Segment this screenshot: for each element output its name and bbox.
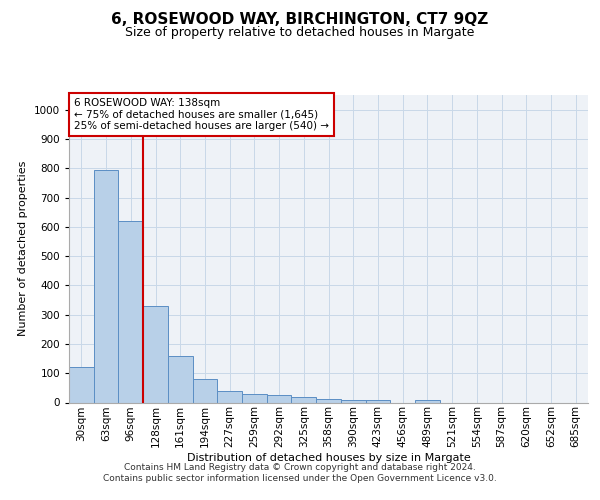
Text: 6, ROSEWOOD WAY, BIRCHINGTON, CT7 9QZ: 6, ROSEWOOD WAY, BIRCHINGTON, CT7 9QZ <box>112 12 488 28</box>
Text: Contains public sector information licensed under the Open Government Licence v3: Contains public sector information licen… <box>103 474 497 483</box>
Bar <box>69 367 94 402</box>
Bar <box>193 379 217 402</box>
Bar <box>94 170 118 402</box>
Text: 6 ROSEWOOD WAY: 138sqm
← 75% of detached houses are smaller (1,645)
25% of semi-: 6 ROSEWOOD WAY: 138sqm ← 75% of detached… <box>74 98 329 132</box>
Bar <box>118 221 143 402</box>
Bar <box>217 392 242 402</box>
Bar <box>415 400 440 402</box>
Text: Contains HM Land Registry data © Crown copyright and database right 2024.: Contains HM Land Registry data © Crown c… <box>124 462 476 471</box>
Bar <box>365 400 390 402</box>
Bar <box>316 399 341 402</box>
Bar <box>242 394 267 402</box>
Bar <box>168 356 193 403</box>
Bar <box>267 395 292 402</box>
Bar <box>143 306 168 402</box>
Bar <box>292 397 316 402</box>
Text: Size of property relative to detached houses in Margate: Size of property relative to detached ho… <box>125 26 475 39</box>
Bar <box>341 400 365 402</box>
Y-axis label: Number of detached properties: Number of detached properties <box>18 161 28 336</box>
X-axis label: Distribution of detached houses by size in Margate: Distribution of detached houses by size … <box>187 453 470 463</box>
